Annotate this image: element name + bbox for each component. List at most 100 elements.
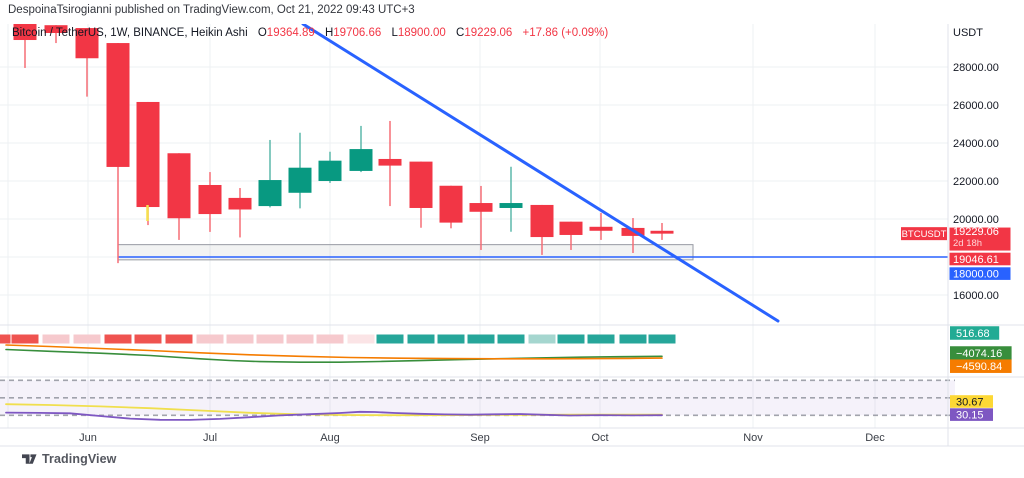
histogram-bar [42, 334, 70, 344]
trendline-drawing[interactable] [301, 24, 780, 323]
indicator2-value-label: 30.67 [950, 395, 993, 408]
hline-price-label: 18000.00 [949, 267, 1011, 280]
oscillator-green-line [5, 348, 663, 364]
candle-body [378, 158, 402, 166]
current-price-text: 19229.06 [953, 226, 999, 238]
indicator1-pane [0, 334, 676, 364]
indicator2-value-text: 30.67 [956, 396, 984, 408]
gridlines [0, 24, 948, 428]
histogram-bar [648, 334, 676, 344]
histogram-bar [467, 334, 495, 344]
tradingview-attribution[interactable]: TradingView [22, 452, 117, 466]
indicator1-value-label: −4074.16 [950, 346, 1012, 360]
indicator1-value-text: −4590.84 [956, 361, 1002, 373]
month-label: Aug [320, 432, 340, 444]
histogram-bar [165, 334, 193, 344]
symbol-price-tag-bg [901, 227, 947, 241]
histogram-bar [104, 334, 132, 344]
indicator2-value-label-bg [950, 395, 993, 408]
ohlc-low-value: 18900.00 [397, 27, 446, 39]
histogram-bar [226, 334, 254, 344]
indicator2-value-label-bg [950, 408, 993, 421]
candle-body [318, 160, 342, 181]
candle-body [13, 24, 37, 41]
indicator2-value-text: 30.15 [956, 409, 984, 421]
indicator2-value-label: 30.15 [950, 408, 993, 421]
histogram-bar [619, 334, 647, 344]
candle-body [349, 149, 373, 171]
indicator1-value-label: −4590.84 [950, 359, 1012, 373]
month-label: Jun [79, 432, 97, 444]
histogram-bar [134, 334, 162, 344]
tradingview-logo-icon [22, 454, 37, 464]
ohlc-close-value: 19229.06 [464, 27, 513, 39]
symbol-title[interactable]: Bitcoin / TetherUS, 1W, BINANCE, Heikin … [12, 27, 248, 39]
histogram-bar [497, 334, 525, 344]
histogram-bar [256, 334, 284, 344]
candle-body [75, 28, 99, 59]
change-value: +17.86 (+0.09%) [522, 27, 609, 39]
current-price-label[interactable]: 19229.062d 18h [949, 226, 1011, 251]
indicator1-value-label-bg [950, 359, 1012, 373]
histogram-bar [528, 334, 556, 344]
price-scale-hit-area[interactable] [948, 24, 1024, 446]
histogram-bar [0, 334, 11, 344]
price-scale-unit: USDT [953, 27, 983, 39]
ohlc-close-key: C [456, 27, 465, 39]
histogram-bar [376, 334, 404, 344]
ohlc-low-key: L [391, 27, 398, 39]
histogram-bar [316, 334, 344, 344]
histogram-bar [557, 334, 585, 344]
histogram-bar [437, 334, 465, 344]
indicator1-value-label-bg [950, 326, 1000, 340]
candle-body [530, 204, 554, 238]
price-tick-label: 24000.00 [953, 138, 999, 150]
price-scale[interactable]: USDT 28000.00 26000.00 24000.00 22000.00 2000… [949, 27, 1012, 421]
indicator1-value-text: −4074.16 [956, 348, 1002, 360]
ohlc-open-key: O [257, 27, 267, 39]
candle-body [258, 180, 282, 207]
candle-body [167, 153, 191, 219]
rsi-purple-line [5, 410, 663, 421]
price-tick-label: 20000.00 [953, 214, 999, 226]
secondary-price-text: 19046.61 [953, 254, 999, 266]
candle-body [288, 167, 312, 193]
candle-body [44, 25, 68, 33]
ohlc-open-value: 19364.89 [266, 27, 315, 39]
histogram-bar [286, 334, 314, 344]
price-tick-label: 16000.00 [953, 290, 999, 302]
bar-countdown-text: 2d 18h [953, 238, 982, 249]
candle-body [499, 203, 523, 208]
indicator1-value-label-bg [950, 346, 1012, 360]
candle-body [469, 203, 493, 212]
indicator1-value-label: 516.68 [950, 326, 1000, 340]
candle-body [228, 197, 252, 210]
month-label: Dec [865, 432, 885, 444]
symbol-price-tag: BTCUSDT [901, 227, 947, 241]
candle-body [409, 161, 433, 208]
candle-body [106, 43, 130, 167]
hline-price-text: 18000.00 [953, 268, 999, 280]
candle-body [589, 226, 613, 231]
tradingview-attribution-label: TradingView [42, 452, 117, 466]
histogram-bar [587, 334, 615, 344]
price-tick-label: 22000.00 [953, 176, 999, 188]
month-label: Nov [743, 432, 763, 444]
candles [13, 24, 674, 264]
chart-legend: Bitcoin / TetherUS, 1W, BINANCE, Heikin … [12, 27, 608, 39]
indicator1-value-text: 516.68 [956, 328, 990, 340]
histogram-bar [73, 334, 101, 344]
candle-body [136, 101, 160, 208]
price-tick-label: 28000.00 [953, 62, 999, 74]
secondary-price-label-bg [949, 252, 1011, 266]
time-axis[interactable]: Jun Jul Aug Sep Oct Nov Dec [0, 428, 1024, 446]
candle-body [439, 185, 463, 223]
secondary-price-label: 19046.61 [949, 252, 1011, 266]
main-pane [13, 24, 948, 323]
histogram-bar [196, 334, 224, 344]
histogram-bar [347, 334, 375, 344]
symbol-tag-text: BTCUSDT [902, 229, 947, 240]
ohlc-high-key: H [324, 27, 334, 39]
